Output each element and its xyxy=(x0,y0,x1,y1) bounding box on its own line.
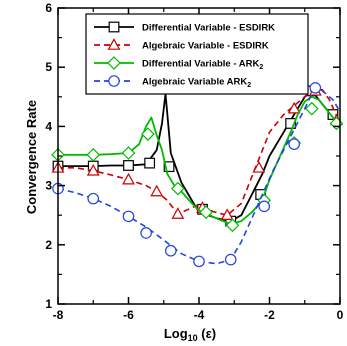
series-2-point-5 xyxy=(171,207,185,219)
x-tick-label-4: -2 xyxy=(264,308,275,322)
series-2-point-4 xyxy=(150,184,164,197)
y-tick-label-6: 6 xyxy=(45,1,52,15)
series-4-point-9 xyxy=(288,138,300,150)
legend-label-sub: 2 xyxy=(247,82,251,89)
x-tick-label-3: -4 xyxy=(194,308,205,322)
x-tick-label-5: 0 xyxy=(337,308,344,322)
series-4-point-10 xyxy=(309,82,322,94)
legend-marker-2 xyxy=(107,38,121,50)
y-tick-label-3: 3 xyxy=(45,179,52,193)
series-1-point-5 xyxy=(163,161,175,173)
x-axis-title: Log10 (ε) xyxy=(164,326,216,343)
legend-label-main: Differential Variable - ARK xyxy=(142,59,260,70)
series-3-point-3 xyxy=(121,146,136,160)
axes: -8 -6 -4 -2 0 1 2 3 4 5 6 xyxy=(45,1,343,322)
series-2-point-9 xyxy=(287,101,301,114)
y-axis-title: Convergence Rate xyxy=(24,100,39,214)
series-3-point-10 xyxy=(304,101,319,116)
series-2-point-8 xyxy=(252,160,266,173)
legend-label-4: Algebraic Variable ARK2 xyxy=(142,77,251,90)
legend-label-2: Algebraic Variable - ESDIRK xyxy=(142,41,269,52)
series-3-point-6 xyxy=(199,205,213,220)
legend-entry-1: Differential Variable - ESDIRK xyxy=(94,21,275,34)
y-tick-label-2: 2 xyxy=(45,238,52,252)
legend-label-main: Algebraic Variable ARK xyxy=(142,77,247,88)
x-axis-title-rest: (ε) xyxy=(198,326,216,341)
y-tick-label-5: 5 xyxy=(45,60,52,74)
x-tick-label-1: -8 xyxy=(53,308,64,322)
series-1-point-3 xyxy=(123,160,134,171)
legend-label-3: Differential Variable - ARK2 xyxy=(142,59,263,72)
series-1-point-4 xyxy=(144,157,156,169)
legend-entry-3: Differential Variable - ARK2 xyxy=(94,56,263,72)
legend-entry-2: Algebraic Variable - ESDIRK xyxy=(94,38,269,52)
legend-label-sub: 2 xyxy=(259,64,263,71)
series-1-point-9 xyxy=(285,118,297,129)
legend-marker-3 xyxy=(107,56,121,70)
series-2-point-2 xyxy=(86,163,100,176)
y-tick-label-1: 1 xyxy=(45,297,52,311)
series-2-point-7 xyxy=(220,208,234,220)
x-axis-title-main: Log xyxy=(164,326,188,341)
series-3-point-4 xyxy=(141,127,155,141)
series-3-point-5 xyxy=(171,181,185,196)
plot-area xyxy=(51,82,344,268)
series-3-point-7 xyxy=(225,218,240,233)
series-4-point-2 xyxy=(87,192,100,205)
legend-label-1: Differential Variable - ESDIRK xyxy=(142,23,275,34)
series-3-point-2 xyxy=(86,147,101,162)
legend-entry-4: Algebraic Variable ARK2 xyxy=(94,75,251,90)
series-4-point-4 xyxy=(140,227,152,239)
series-4-point-6 xyxy=(193,255,205,268)
legend-label-main: Differential Variable - ESDIRK xyxy=(142,23,275,34)
series-1-point-11 xyxy=(327,109,339,120)
x-axis-title-sub: 10 xyxy=(188,333,198,343)
y-tick-label-4: 4 xyxy=(45,119,52,133)
legend: Differential Variable - ESDIRK Algebraic … xyxy=(85,13,309,95)
legend-marker-1 xyxy=(108,21,120,33)
series-3 xyxy=(51,95,344,233)
legend-marker-4 xyxy=(108,75,120,87)
series-4 xyxy=(52,82,341,268)
legend-label-main: Algebraic Variable - ESDIRK xyxy=(142,41,269,52)
series-4-point-3 xyxy=(122,210,135,223)
series-4-point-7 xyxy=(224,253,237,266)
series-4-point-8 xyxy=(258,200,271,213)
series-2-point-3 xyxy=(122,172,135,185)
series-4-point-5 xyxy=(165,244,177,257)
x-tick-label-2: -6 xyxy=(123,308,134,322)
